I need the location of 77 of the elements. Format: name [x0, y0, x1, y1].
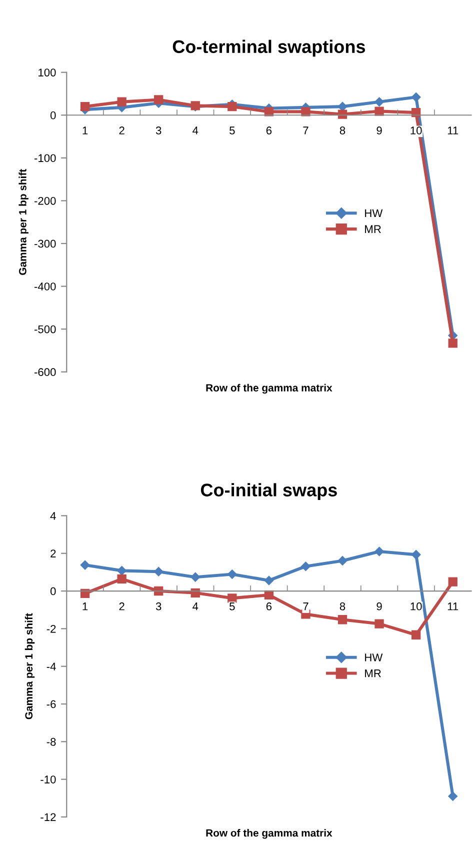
x-tick-label: 10: [410, 126, 422, 134]
point: [338, 102, 348, 112]
y-tick-label: -200: [34, 196, 56, 205]
point: [411, 630, 421, 640]
y-tick-label: -10: [40, 776, 56, 784]
y-tick-label: -600: [34, 368, 56, 376]
point: [411, 92, 421, 102]
point: [448, 338, 458, 348]
y-tick-label: -100: [34, 154, 56, 162]
x-tick-label: 5: [230, 602, 235, 610]
x-tick-label: 11: [448, 602, 458, 610]
x-tick-label: 6: [266, 126, 272, 134]
y-tick-label: -300: [34, 240, 56, 248]
point: [338, 615, 348, 624]
chart-title: Co-initial swaps: [200, 483, 337, 500]
point: [80, 102, 90, 112]
point: [301, 107, 310, 116]
y-tick-label: 2: [50, 550, 56, 558]
legend-label: HW: [365, 654, 383, 662]
y-tick-label: -4: [46, 662, 56, 670]
x-tick-label: 9: [376, 602, 382, 610]
point: [338, 556, 348, 566]
point: [190, 572, 200, 582]
y-tick-label: -8: [46, 738, 56, 746]
x-tick-label: 8: [340, 126, 346, 134]
y-tick-label: 0: [50, 587, 56, 596]
point: [264, 576, 274, 586]
y-axis-title: Gamma per 1 bp shift: [18, 168, 28, 275]
legend-label: HW: [365, 209, 383, 218]
point: [154, 95, 164, 104]
point: [154, 567, 164, 576]
x-tick-label: 4: [192, 602, 198, 610]
y-tick-label: -2: [46, 624, 56, 633]
x-tick-label: 1: [82, 602, 88, 610]
x-tick-label: 3: [156, 126, 162, 134]
x-tick-label: 9: [376, 126, 382, 134]
x-axis-title: Row of the gamma matrix: [206, 829, 332, 839]
y-tick-label: 4: [50, 512, 56, 520]
y-axis-title: Gamma per 1 bp shift: [24, 613, 35, 720]
y-tick-label: 0: [50, 111, 56, 120]
x-tick-label: 11: [448, 126, 458, 134]
point: [374, 619, 384, 628]
point: [374, 97, 384, 106]
point: [117, 574, 126, 584]
point: [374, 546, 384, 556]
point: [264, 107, 274, 116]
point: [301, 562, 310, 571]
point: [338, 110, 348, 119]
y-tick-label: -12: [40, 813, 56, 821]
point: [117, 566, 126, 576]
point: [228, 570, 237, 579]
point: [228, 594, 237, 603]
y-tick-label: -400: [34, 282, 56, 290]
x-tick-label: 8: [340, 602, 346, 610]
point: [374, 106, 384, 116]
x-tick-label: 2: [119, 126, 124, 134]
x-tick-label: 4: [192, 126, 198, 134]
point: [411, 550, 421, 560]
point: [448, 577, 458, 586]
x-tick-label: 7: [303, 602, 308, 610]
y-tick-label: 100: [38, 68, 56, 76]
x-tick-label: 5: [230, 126, 235, 134]
y-tick-label: -6: [46, 700, 56, 708]
x-tick-label: 7: [303, 126, 308, 134]
x-tick-label: 10: [410, 602, 422, 610]
legend-label: MR: [365, 225, 381, 233]
point: [80, 560, 90, 570]
legend-label: MR: [365, 670, 381, 678]
x-axis-title: Row of the gamma matrix: [206, 384, 332, 394]
x-tick-label: 2: [119, 602, 124, 610]
x-tick-label: 3: [156, 602, 162, 610]
x-tick-label: 1: [82, 126, 88, 134]
x-tick-label: 6: [266, 602, 272, 610]
point: [117, 97, 126, 106]
y-tick-label: -500: [34, 325, 56, 334]
chart-title: Co-terminal swaptions: [172, 40, 366, 57]
point: [448, 792, 458, 801]
